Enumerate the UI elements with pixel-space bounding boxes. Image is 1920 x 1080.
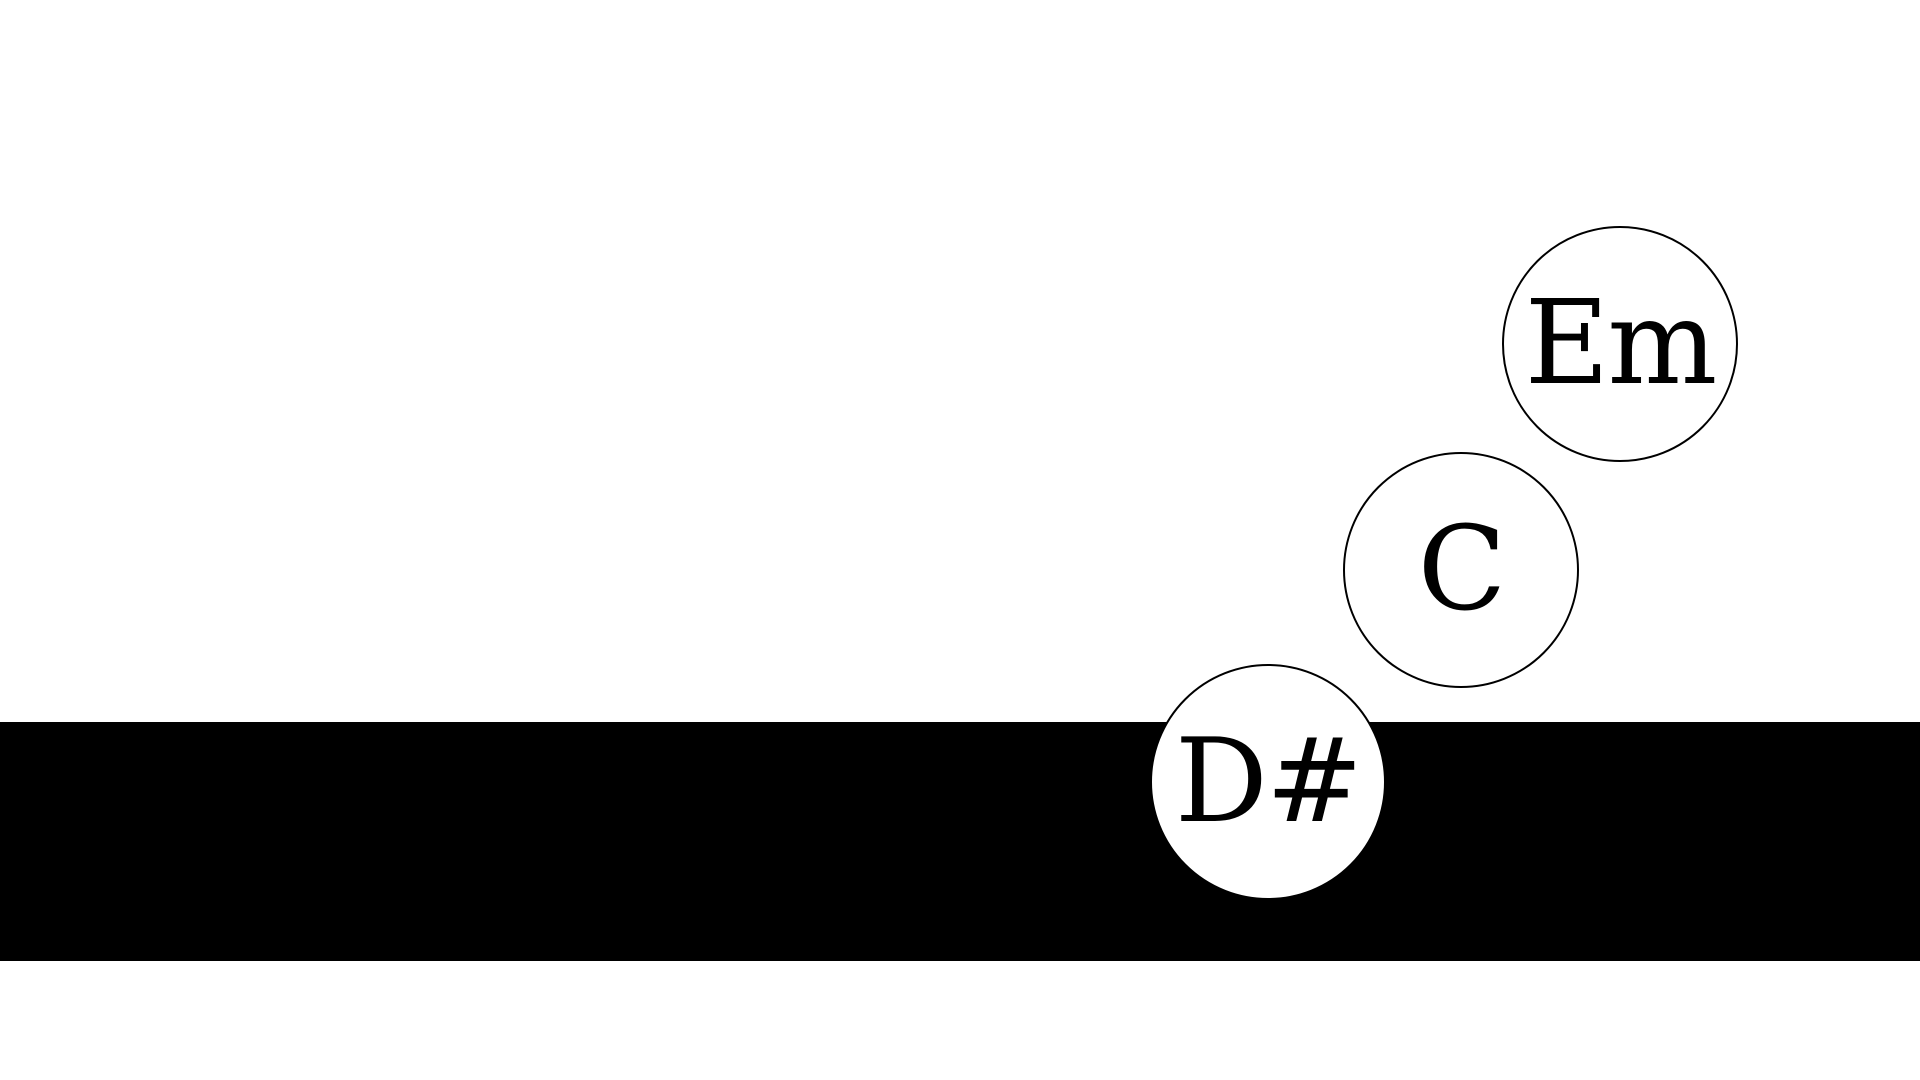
chord-bubble-c[interactable]: C	[1343, 452, 1579, 688]
chord-bubble-em[interactable]: Em	[1502, 226, 1738, 462]
chord-bubble-d-sharp[interactable]: D#	[1150, 664, 1386, 900]
hit-lane	[0, 722, 1920, 961]
chord-label: D#	[1174, 714, 1363, 849]
chord-label: Em	[1524, 276, 1718, 411]
chord-label: C	[1417, 502, 1507, 637]
